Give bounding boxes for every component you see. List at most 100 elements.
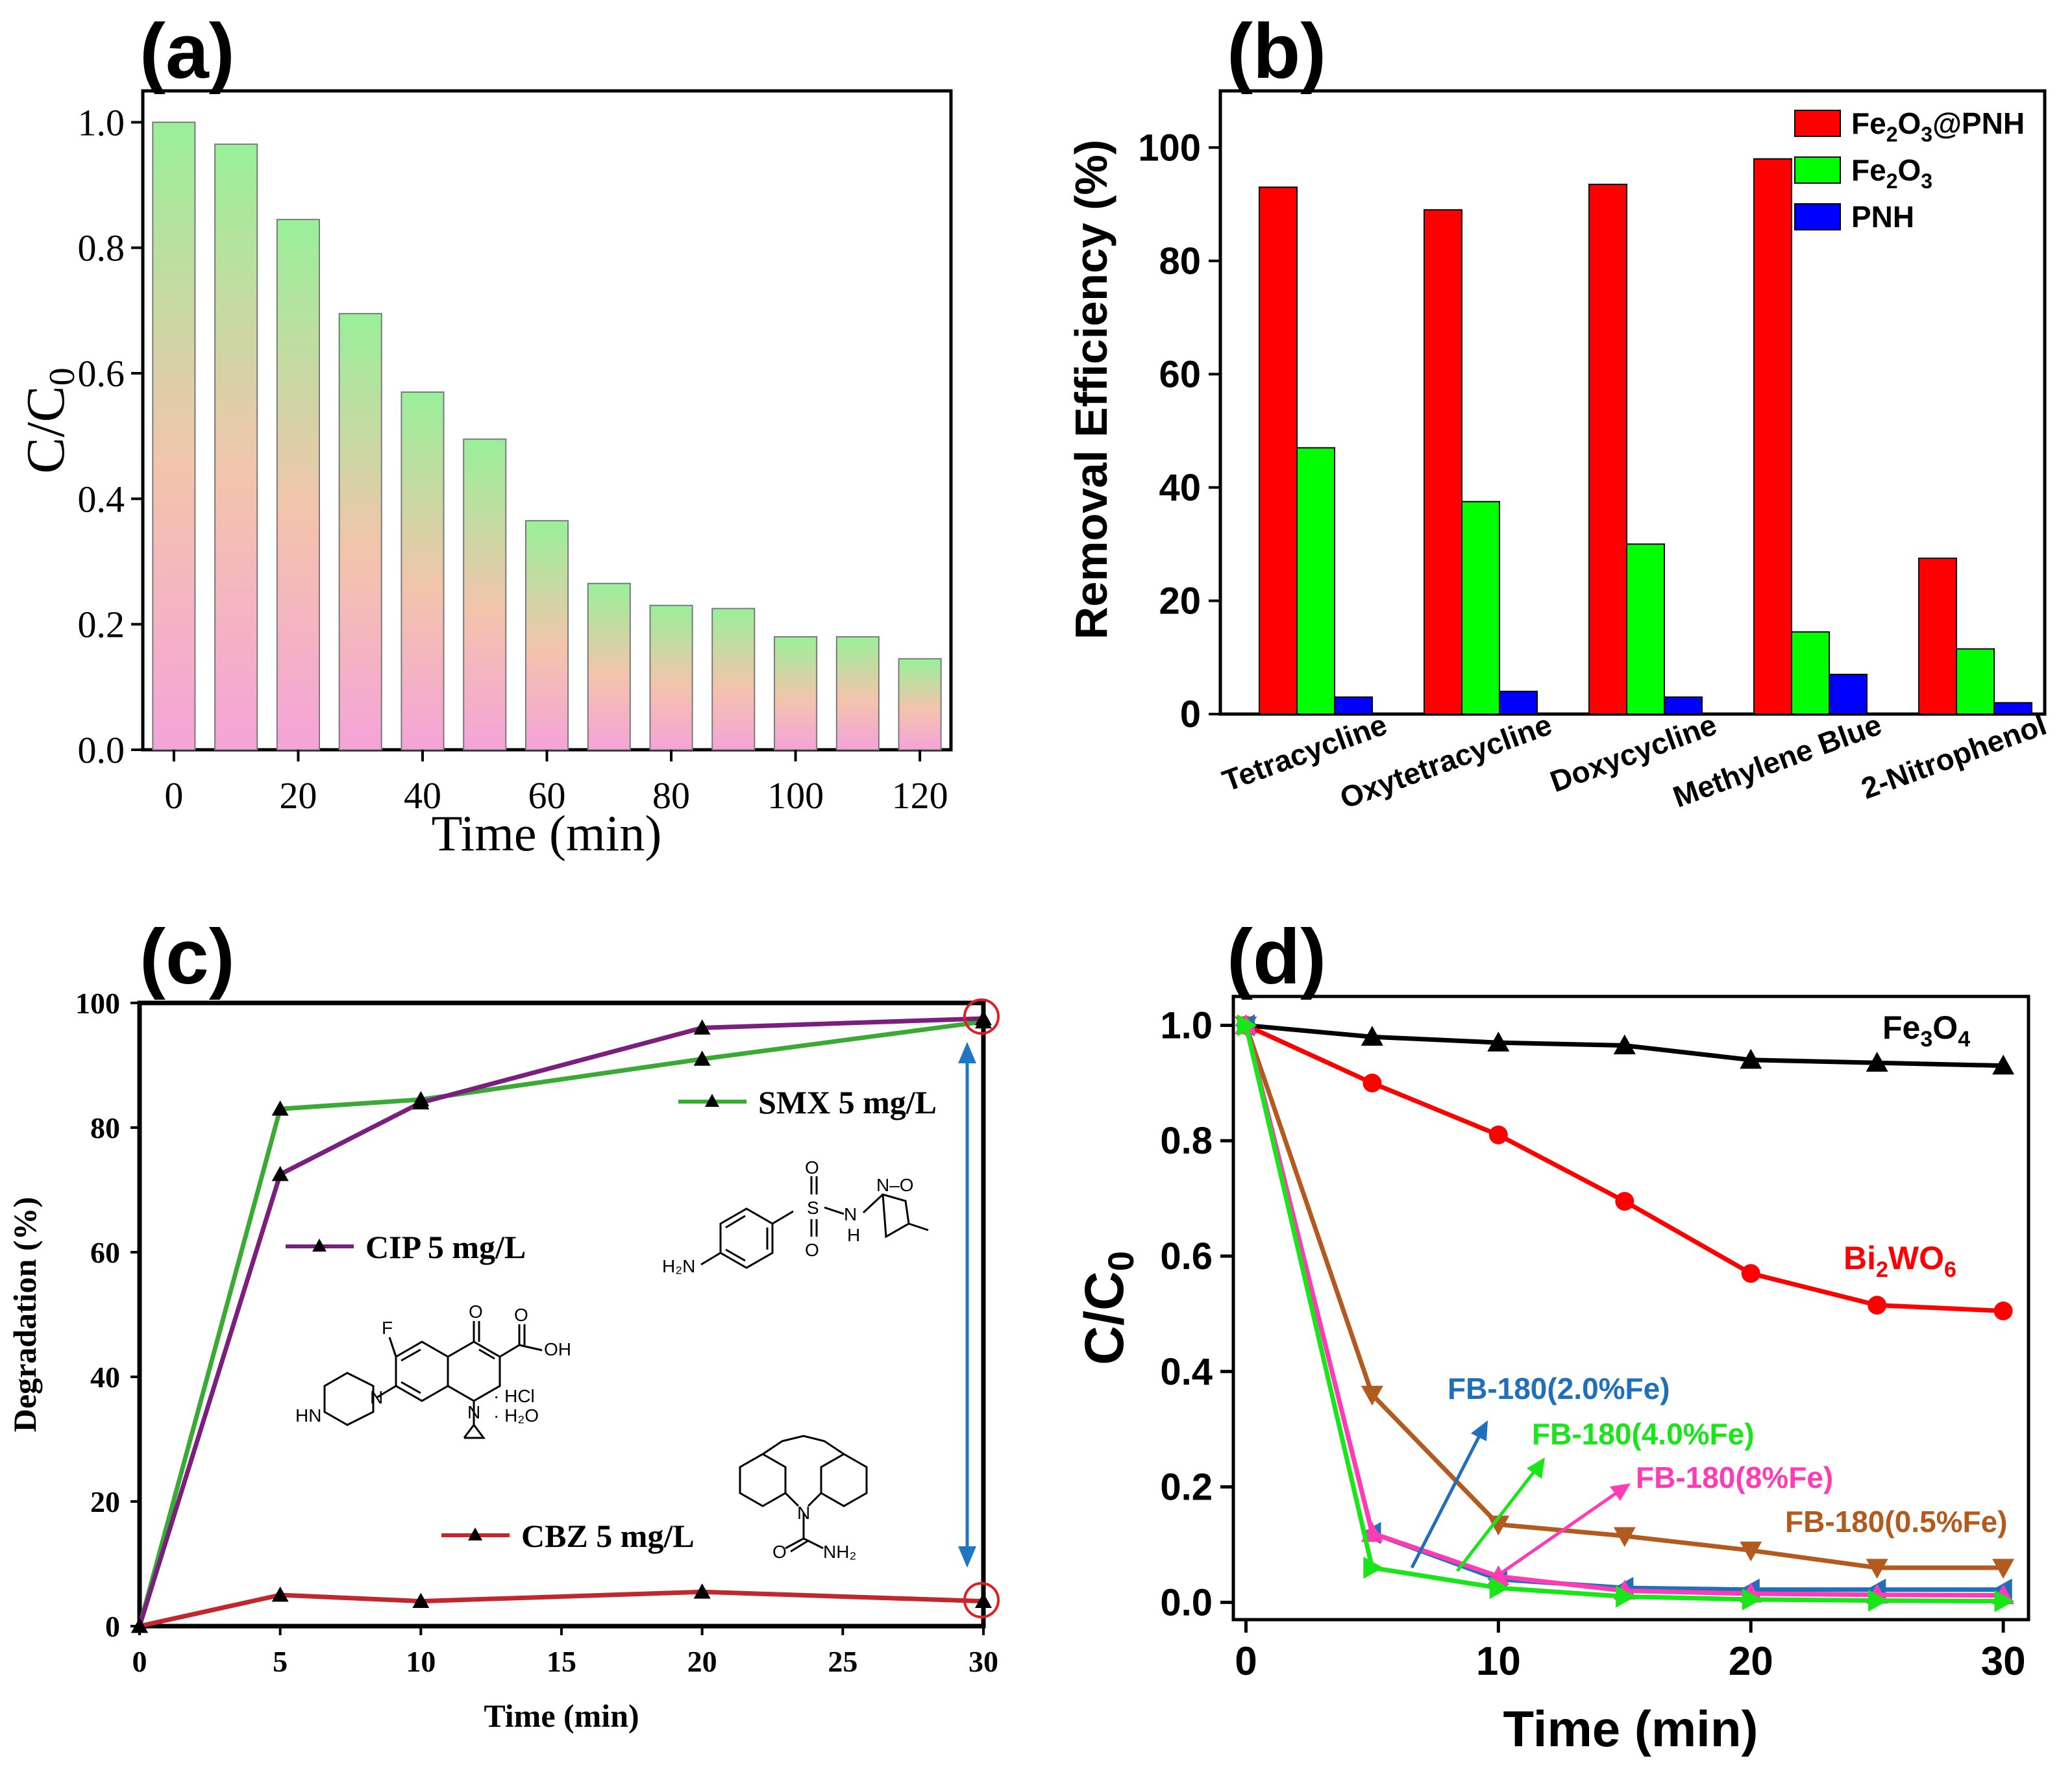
bar-b-Fe2O3-0: [1296, 447, 1335, 715]
xtick-label-c-0: 0: [132, 1645, 147, 1678]
xtick-label-c-5: 5: [273, 1645, 288, 1678]
ytick-label-c-100: 100: [75, 987, 120, 1020]
xtick-label-d-20: 20: [1729, 1639, 1773, 1684]
legend-b: Fe2O3@PNH Fe2O3 PNH: [1794, 106, 2025, 234]
y-axis-title-d-sub: 0: [1100, 1251, 1141, 1271]
chart-d: 0 10 20 300.00.20.40.60.81.0 Fe3O4 Bi2WO6 F…: [1074, 995, 2030, 1757]
cip-o-acid: O: [514, 1305, 528, 1325]
point-c-0-3: [693, 1050, 711, 1066]
x-axis-title-a: Time (min): [432, 805, 662, 861]
point-d-1-1: [1363, 1073, 1382, 1093]
y-axis-title-a-main: C/C: [16, 386, 76, 473]
point-d-1-4: [1741, 1264, 1760, 1283]
bar-b-Fe2O3-2: [1626, 543, 1665, 715]
label-fe3o4: Fe3O4: [1882, 1009, 1970, 1052]
bar-a-90: [711, 608, 756, 750]
point-d-0-5: [1866, 1052, 1888, 1072]
xtick-label-d-30: 30: [1981, 1639, 2026, 1684]
smx-o-top: O: [805, 1157, 819, 1178]
bar-b-PNH-0: [1334, 696, 1373, 715]
point-c-1-3: [693, 1019, 711, 1035]
legend-cbz-label: CBZ 5 mg/L: [521, 1518, 695, 1554]
point-d-1-6: [1993, 1301, 2013, 1320]
xtick-label-d-0: 0: [1235, 1639, 1257, 1684]
xtick-label-a-40: 40: [404, 774, 441, 817]
cbz-structure: N O NH₂: [739, 1435, 868, 1562]
ytick-label-b-60: 60: [1159, 353, 1201, 395]
smx-h: H: [847, 1225, 860, 1245]
bar-b-Fe2O3-1: [1461, 500, 1500, 715]
xtick-label-a-0: 0: [164, 774, 183, 817]
ytick-label-c-80: 80: [90, 1111, 120, 1144]
cip-hcl: · HCl: [493, 1386, 535, 1406]
point-c-2-0: [131, 1618, 148, 1633]
point-c-2-3: [693, 1583, 711, 1599]
smx-structure: O S O N H H₂N N–O: [662, 1157, 929, 1276]
point-d-0-6: [1992, 1054, 2015, 1075]
ytick-label-d-0.4: 0.4: [1160, 1351, 1213, 1393]
bar-a-50: [463, 438, 507, 750]
point-c-1-2: [412, 1094, 430, 1109]
y-axis-title-d-main: C/C: [1074, 1271, 1135, 1365]
bar-b-PNH-1: [1499, 691, 1538, 715]
panel-label-b: (b): [1227, 8, 1326, 95]
point-d-5-5: [1866, 1559, 1888, 1579]
highlight-circle-top: [963, 998, 1000, 1035]
chart-c: 0 5 10 15 20 25 30 0 20 40 60 80 100 SMX 5 mg/L CIP …: [6, 987, 1000, 1734]
label-bi2wo6-p3: 6: [1944, 1257, 1956, 1282]
ytick-label-d-0.8: 0.8: [1160, 1120, 1213, 1162]
xtick-label-c-25: 25: [828, 1645, 857, 1678]
bar-b-Fe2O3-3: [1791, 631, 1830, 715]
xtick-label-c-30: 30: [968, 1645, 998, 1678]
cip-f: F: [382, 1318, 393, 1338]
label-bi2wo6-p1: 2: [1876, 1257, 1888, 1282]
point-d-1-3: [1615, 1192, 1634, 1211]
legend-cip-label: CIP 5 mg/L: [365, 1229, 526, 1265]
point-d-5-2: [1487, 1515, 1510, 1536]
bar-b-Fe2O3@PNH-0: [1259, 186, 1298, 715]
chart-a: 0 20 40 60 80 100 120 0.0 0.2 0.4 0.6 0.8 1.0 Time …: [16, 89, 953, 861]
x-axis-title-c: Time (min): [484, 1698, 639, 1734]
bar-b-Fe2O3-4: [1956, 648, 1995, 715]
smx-o-bottom: O: [805, 1240, 819, 1260]
legend-label-b-0: Fe2O3@PNH: [1851, 106, 2025, 146]
cip-hn: HN: [295, 1405, 321, 1426]
point-d-3-6: [1994, 1590, 2015, 1613]
point-d-3-1: [1363, 1557, 1383, 1579]
point-d-0-2: [1487, 1032, 1510, 1052]
ytick-label-a-0.8: 0.8: [78, 227, 125, 269]
ytick-label-c-0: 0: [105, 1610, 120, 1643]
label-bi2wo6: Bi2WO6: [1844, 1240, 1956, 1282]
line-c-2: [139, 1589, 984, 1629]
bar-a-10: [214, 143, 258, 750]
bar-a-110: [835, 636, 880, 750]
bar-a-40: [401, 391, 445, 750]
ytick-label-b-0: 0: [1180, 693, 1201, 735]
point-d-3-4: [1742, 1588, 1762, 1611]
annotation-arrow-2fe: [1410, 1420, 1488, 1569]
ytick-label-c-20: 20: [90, 1485, 120, 1518]
bar-a-80: [649, 604, 693, 751]
bar-a-30: [338, 313, 382, 750]
y-axis-title-d: C/C0: [1074, 1251, 1141, 1365]
label-fb-05fe: FB-180(0.5%Fe): [1785, 1505, 2008, 1538]
ytick-label-a-0.2: 0.2: [78, 604, 125, 646]
smx-s: S: [807, 1198, 819, 1218]
ytick-label-c-60: 60: [90, 1236, 120, 1269]
cip-structure: F O O OH N N HN · HCl · H₂O: [295, 1302, 571, 1439]
cip-n-ring: N: [467, 1402, 480, 1422]
legend-swatch-b-0: [1794, 110, 1841, 137]
cbz-n: N: [797, 1503, 810, 1523]
point-d-3-3: [1616, 1585, 1636, 1608]
bar-b-PNH-4: [1993, 702, 2032, 715]
bar-a-70: [587, 582, 631, 750]
panel-label-a: (a): [140, 8, 235, 95]
ytick-label-d-0.2: 0.2: [1160, 1466, 1213, 1509]
xtick-label-d-10: 10: [1476, 1639, 1521, 1684]
point-c-2-1: [271, 1587, 289, 1602]
xtick-label-c-20: 20: [687, 1645, 717, 1678]
y-axis-title-c: Degradation (%): [6, 1197, 43, 1432]
legend-cbz: CBZ 5 mg/L: [441, 1518, 695, 1554]
xtick-label-a-60: 60: [528, 774, 566, 817]
